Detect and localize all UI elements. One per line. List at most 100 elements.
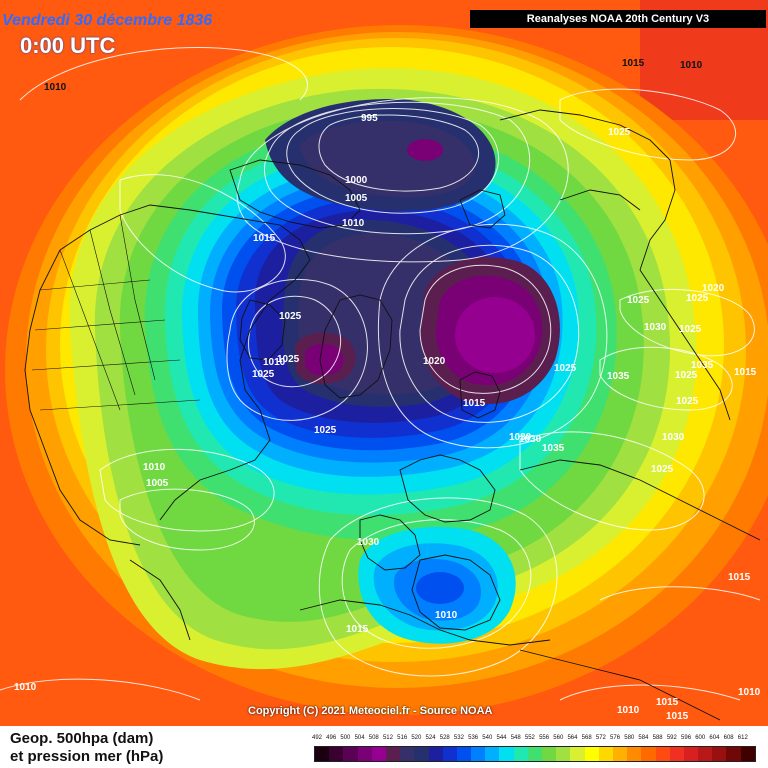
isobar-label: 1015	[463, 398, 486, 409]
isobar-label: 1015	[253, 233, 276, 244]
color-scale-value: 612	[737, 735, 748, 741]
isobar-label: 1025	[608, 127, 631, 138]
isobar-label: 1020	[702, 283, 725, 294]
color-scale-swatch	[428, 747, 443, 761]
isobar-label: 1030	[519, 434, 542, 445]
color-scale-value: 604	[709, 735, 720, 741]
isobar-lines	[0, 46, 761, 701]
color-scale-swatch	[456, 747, 472, 761]
color-scale-swatch	[740, 747, 755, 761]
isobar-label: 1020	[423, 356, 446, 367]
color-scale-swatch	[556, 747, 571, 761]
source-banner: Reanalyses NOAA 20th Century V3	[470, 10, 766, 28]
isobar-label: 1030	[662, 432, 685, 443]
copyright-notice: Copyright (C) 2021 Meteociel.fr - Source…	[248, 705, 493, 717]
isobar-label: 1025	[554, 363, 577, 374]
isobar-label: 1025	[277, 354, 300, 365]
color-scale-value: 564	[567, 735, 578, 741]
color-scale-value: 520	[411, 735, 422, 741]
color-scale-swatch	[570, 747, 585, 761]
color-scale-swatch	[655, 747, 670, 761]
color-scale-value: 556	[539, 735, 550, 741]
coastlines	[24, 109, 761, 721]
isobar-label: 1005	[146, 478, 169, 489]
state-border-grid	[31, 214, 201, 411]
color-scale-swatch	[712, 747, 727, 761]
color-scale-swatch	[669, 747, 684, 761]
isobar-label: 1025	[675, 370, 698, 381]
color-scale-value: 576	[610, 735, 621, 741]
isobar-label: 1010	[263, 357, 286, 368]
color-scale-swatch	[584, 747, 599, 761]
color-scale-value: 560	[553, 735, 564, 741]
isobar-label: 1010	[680, 60, 703, 71]
color-scale-swatch	[698, 747, 713, 761]
isobar-label: 1025	[651, 464, 674, 475]
geopotential-bands	[5, 25, 768, 715]
isobar-label: 995	[361, 113, 378, 124]
color-scale-value: 584	[638, 735, 649, 741]
color-scale-swatch	[343, 747, 358, 761]
isobar-label: 1010	[435, 610, 458, 621]
color-scale-value: 608	[723, 735, 734, 741]
color-scale-value: 532	[453, 735, 464, 741]
color-scale-value: 496	[326, 735, 337, 741]
color-scale-value: 500	[340, 735, 351, 741]
color-scale-swatch	[499, 747, 514, 761]
color-scale-value: 572	[595, 735, 606, 741]
color-scale-value: 580	[624, 735, 635, 741]
color-scale-value: 528	[439, 735, 450, 741]
color-scale-swatch	[371, 747, 386, 761]
isobar-label: 1015	[666, 711, 689, 722]
color-scale-swatch	[726, 747, 741, 761]
color-scale-swatch	[485, 747, 500, 761]
isobar-label: 1000	[345, 175, 368, 186]
isobar-label: 1005	[345, 193, 368, 204]
color-scale-value: 600	[695, 735, 706, 741]
color-scale-value: 568	[581, 735, 592, 741]
color-scale-value: 596	[681, 735, 692, 741]
color-scale-swatch	[627, 747, 642, 761]
isobar-label: 1015	[622, 58, 645, 69]
isobar-label: 1025	[627, 295, 650, 306]
isobar-label: 1025	[686, 293, 709, 304]
color-scale-swatch	[598, 747, 613, 761]
isobar-label: 1015	[734, 367, 757, 378]
legend-title-pressure: et pression mer (hPa)	[10, 748, 164, 765]
color-scale-swatch	[400, 747, 415, 761]
isobar-label: 1015	[656, 697, 679, 708]
isobar-label: 1025	[279, 311, 302, 322]
legend-title-geopotential: Geop. 500hpa (dam)	[10, 730, 154, 747]
color-scale-value: 592	[666, 735, 677, 741]
isobar-label: 1015	[728, 572, 751, 583]
color-scale-value: 492	[311, 735, 323, 741]
color-scale-value: 544	[496, 735, 507, 741]
color-scale-value: 504	[354, 735, 365, 741]
color-scale-value: 508	[368, 735, 379, 741]
color-scale-swatch	[641, 747, 656, 761]
isobar-label: 1030	[644, 322, 667, 333]
color-scale-swatch	[385, 747, 401, 761]
isobar-label: 1010	[44, 82, 67, 93]
color-scale-bar	[314, 746, 756, 762]
map-time-title: 0:00 UTC	[20, 33, 116, 58]
color-scale-value: 524	[425, 735, 436, 741]
color-scale-value: 588	[652, 735, 663, 741]
color-scale-value: 516	[397, 735, 408, 741]
isobar-label: 1025	[676, 396, 699, 407]
color-scale-swatch	[357, 747, 372, 761]
isobar-label: 1030	[357, 537, 380, 548]
color-scale-swatch	[513, 747, 528, 761]
color-scale-swatch	[683, 747, 699, 761]
isobar-label: 1025	[314, 425, 337, 436]
color-scale-swatch	[315, 747, 330, 761]
map-date-title: Vendredi 30 décembre 1836	[2, 12, 213, 29]
isobar-label: 1010	[342, 218, 365, 229]
isobar-label: 1025	[252, 369, 275, 380]
color-scale-value: 548	[510, 735, 521, 741]
isobar-label: 1010	[617, 705, 640, 716]
isobar-label: 1010	[738, 687, 761, 698]
